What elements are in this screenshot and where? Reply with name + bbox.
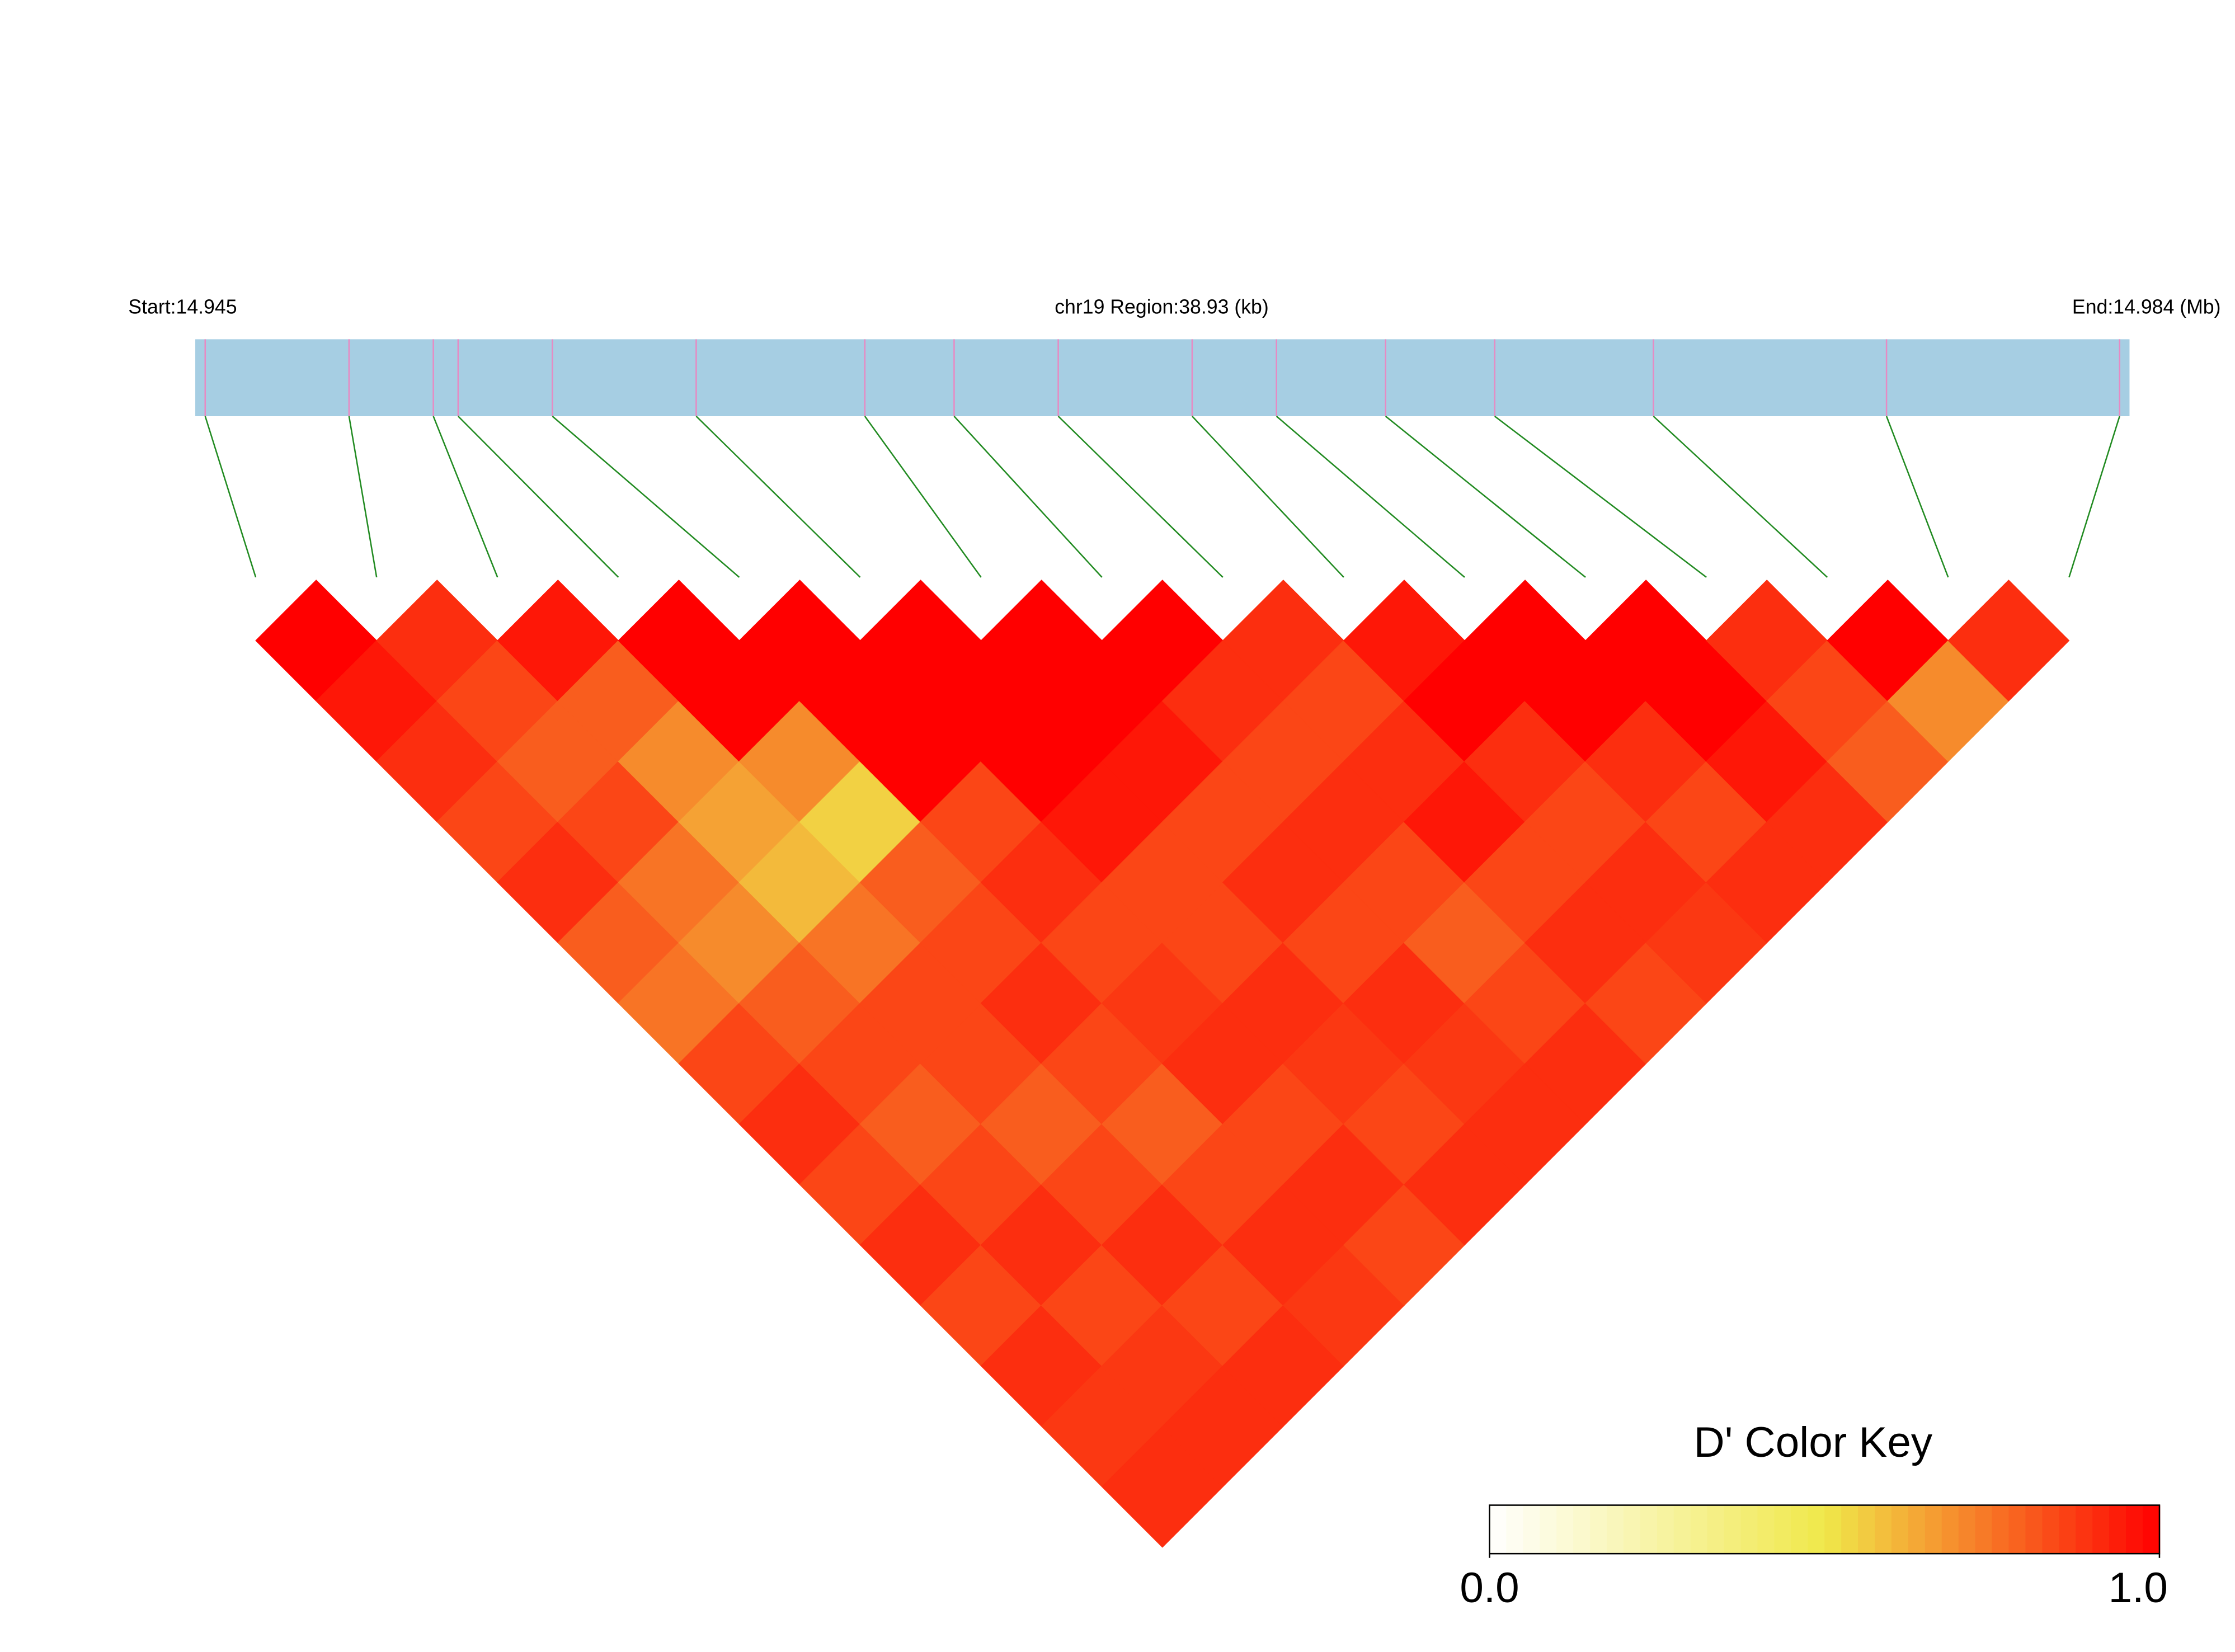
key-swatch <box>2143 1505 2161 1554</box>
snp-connector <box>552 416 740 578</box>
key-swatch <box>2008 1505 2026 1554</box>
key-swatch <box>1724 1505 1742 1554</box>
key-swatch <box>1489 1505 1507 1554</box>
key-swatch <box>1891 1505 1909 1554</box>
snp-connector <box>2068 416 2120 578</box>
key-swatch <box>1841 1505 1859 1554</box>
key-swatch <box>1573 1505 1591 1554</box>
key-swatch <box>2092 1505 2110 1554</box>
key-swatch <box>1607 1505 1625 1554</box>
key-swatch <box>1975 1505 1993 1554</box>
key-swatch <box>1824 1505 1842 1554</box>
ld-cell <box>1947 580 2070 702</box>
key-swatch <box>1992 1505 2010 1554</box>
start-label: Start:14.945 <box>128 296 237 318</box>
key-swatch <box>1808 1505 1825 1554</box>
key-swatch <box>1908 1505 1926 1554</box>
key-swatch <box>1590 1505 1608 1554</box>
key-swatch <box>1673 1505 1692 1554</box>
gene-bar <box>195 339 2130 416</box>
snp-connector <box>1276 416 1465 578</box>
key-swatch <box>1623 1505 1641 1554</box>
snp-connector <box>864 416 982 578</box>
snp-connector <box>1057 416 1224 578</box>
key-swatch <box>1690 1505 1708 1554</box>
key-swatch <box>1925 1505 1943 1554</box>
key-swatch <box>1791 1505 1809 1554</box>
key-swatch <box>1774 1505 1792 1554</box>
key-tick-label: 0.0 <box>1460 1564 1519 1612</box>
key-swatch <box>2059 1505 2077 1554</box>
key-swatch <box>1640 1505 1658 1554</box>
key-swatch <box>1958 1505 1976 1554</box>
key-swatch <box>1707 1505 1725 1554</box>
region-label: chr19 Region:38.93 (kb) <box>1055 296 1269 318</box>
snp-connector <box>432 416 498 578</box>
snp-connector <box>204 416 257 578</box>
snp-connector <box>1653 416 1828 578</box>
key-swatch <box>1506 1505 1524 1554</box>
key-swatch <box>1740 1505 1758 1554</box>
key-border <box>1489 1504 2161 1555</box>
snp-connector <box>953 416 1103 578</box>
end-label: End:14.984 (Mb) <box>2072 296 2221 318</box>
key-swatch <box>1523 1505 1541 1554</box>
key-swatch <box>2025 1505 2043 1554</box>
snp-connector <box>458 416 619 578</box>
snp-connector <box>1192 416 1344 578</box>
key-tick-label: 1.0 <box>2109 1564 2168 1612</box>
snp-connector <box>1885 416 1949 578</box>
key-swatch <box>1875 1505 1893 1554</box>
key-swatch <box>1757 1505 1775 1554</box>
key-swatch <box>2042 1505 2060 1554</box>
key-swatch <box>1540 1505 1558 1554</box>
snp-connector <box>695 416 861 578</box>
snp-connector <box>348 416 378 578</box>
key-swatch <box>1657 1505 1675 1554</box>
key-swatch <box>1858 1505 1876 1554</box>
key-swatch <box>1941 1505 1959 1554</box>
key-swatch <box>2076 1505 2093 1554</box>
key-swatch <box>2109 1505 2127 1554</box>
key-swatch <box>2126 1505 2144 1554</box>
key-title: D' Color Key <box>1694 1419 1933 1466</box>
snp-connector <box>1385 416 1586 578</box>
snp-connector <box>1494 415 1707 578</box>
key-swatch <box>1556 1505 1574 1554</box>
